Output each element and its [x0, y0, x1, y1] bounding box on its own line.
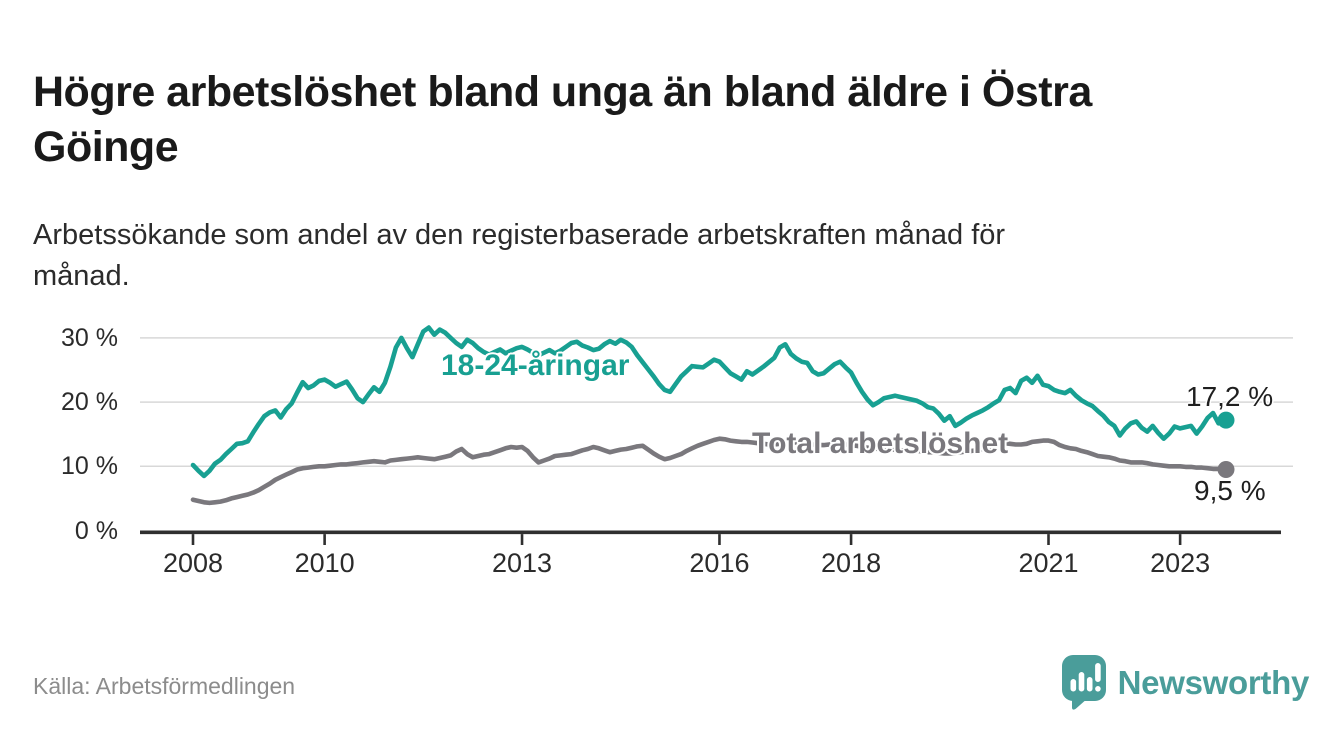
- newsworthy-speech-bubble-chart-icon: [1061, 655, 1106, 710]
- newsworthy-logo-text: Newsworthy: [1117, 663, 1310, 701]
- total-end-dot: [1217, 461, 1235, 478]
- newsworthy-logo: Newsworthy: [1061, 654, 1309, 711]
- page-title: Högre arbetslöshet bland unga än bland ä…: [33, 65, 1283, 175]
- total-line: [190, 436, 1227, 506]
- subtitle-line-1: Arbetssökande som andel av den registerb…: [33, 219, 1006, 251]
- title-line-1: Högre arbetslöshet bland unga än bland ä…: [33, 67, 1092, 116]
- youth-line: [190, 325, 1227, 479]
- source-credit: Källa: Arbetsförmedlingen: [33, 673, 296, 699]
- chart-subtitle: Arbetssökande som andel av den registerb…: [33, 215, 1253, 296]
- title-line-2: Göinge: [33, 122, 179, 171]
- subtitle-line-2: månad.: [33, 259, 130, 292]
- youth-end-dot: [1217, 411, 1235, 429]
